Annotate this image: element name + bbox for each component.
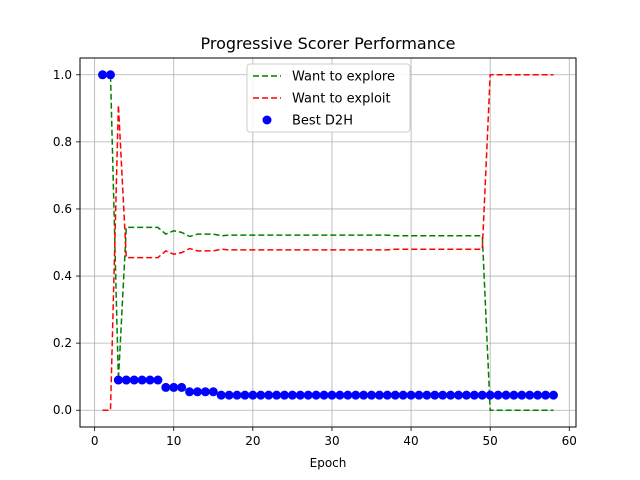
legend-box bbox=[246, 63, 411, 133]
data-point-best-d2h bbox=[509, 390, 519, 400]
series-layer bbox=[98, 70, 558, 411]
y-axis: 0.0 0.2 0.4 0.6 0.8 1.0 bbox=[53, 68, 80, 417]
data-point-best-d2h bbox=[406, 390, 416, 400]
series-line-want-to-explore bbox=[102, 74, 554, 411]
data-point-best-d2h bbox=[279, 390, 289, 400]
data-point-best-d2h bbox=[121, 375, 131, 385]
y-tick-label: 0.8 bbox=[53, 135, 72, 149]
data-point-best-d2h bbox=[390, 390, 400, 400]
data-point-best-d2h bbox=[192, 387, 202, 397]
data-point-best-d2h bbox=[256, 390, 266, 400]
data-point-best-d2h bbox=[414, 390, 424, 400]
data-point-best-d2h bbox=[208, 387, 218, 397]
data-point-best-d2h bbox=[461, 390, 471, 400]
x-tick-label: 40 bbox=[403, 434, 418, 448]
series-line-want-to-exploit bbox=[102, 74, 554, 411]
data-point-best-d2h bbox=[493, 390, 503, 400]
data-point-best-d2h bbox=[446, 390, 456, 400]
x-axis-label: Epoch bbox=[310, 456, 347, 470]
data-point-best-d2h bbox=[295, 390, 305, 400]
y-tick-label: 0.2 bbox=[53, 336, 72, 350]
data-point-best-d2h bbox=[319, 390, 329, 400]
data-point-best-d2h bbox=[161, 382, 171, 392]
data-point-best-d2h bbox=[200, 387, 210, 397]
data-point-best-d2h bbox=[105, 70, 115, 80]
legend-swatch-best-d2h bbox=[262, 115, 272, 125]
x-axis: 0 10 20 30 40 50 60 bbox=[91, 427, 577, 448]
data-point-best-d2h bbox=[145, 375, 155, 385]
data-point-best-d2h bbox=[541, 390, 551, 400]
y-tick-label: 0.0 bbox=[53, 403, 72, 417]
legend-label-best-d2h: Best D2H bbox=[292, 114, 353, 129]
data-point-best-d2h bbox=[430, 390, 440, 400]
y-tick-label: 0.4 bbox=[53, 269, 72, 283]
data-point-best-d2h bbox=[533, 390, 543, 400]
data-point-best-d2h bbox=[438, 390, 448, 400]
data-point-best-d2h bbox=[359, 390, 369, 400]
data-point-best-d2h bbox=[216, 390, 226, 400]
legend: Want to explore Want to exploit Best D2H bbox=[246, 63, 411, 133]
data-point-best-d2h bbox=[374, 390, 384, 400]
data-point-best-d2h bbox=[224, 390, 234, 400]
x-tick-label: 20 bbox=[245, 434, 260, 448]
data-point-best-d2h bbox=[287, 390, 297, 400]
data-point-best-d2h bbox=[185, 387, 195, 397]
y-tick-label: 0.6 bbox=[53, 202, 72, 216]
data-point-best-d2h bbox=[232, 390, 242, 400]
data-point-best-d2h bbox=[517, 390, 527, 400]
data-point-best-d2h bbox=[477, 390, 487, 400]
data-point-best-d2h bbox=[485, 390, 495, 400]
data-point-best-d2h bbox=[454, 390, 464, 400]
data-point-best-d2h bbox=[311, 390, 321, 400]
chart-title: Progressive Scorer Performance bbox=[201, 34, 456, 53]
legend-label-want-to-exploit: Want to exploit bbox=[292, 92, 391, 107]
data-point-best-d2h bbox=[501, 390, 511, 400]
x-tick-label: 10 bbox=[166, 434, 181, 448]
x-tick-label: 50 bbox=[483, 434, 498, 448]
data-point-best-d2h bbox=[548, 390, 558, 400]
x-tick-label: 30 bbox=[324, 434, 339, 448]
data-point-best-d2h bbox=[525, 390, 535, 400]
data-point-best-d2h bbox=[327, 390, 337, 400]
data-point-best-d2h bbox=[98, 70, 108, 80]
data-point-best-d2h bbox=[240, 390, 250, 400]
data-point-best-d2h bbox=[137, 375, 147, 385]
data-point-best-d2h bbox=[469, 390, 479, 400]
legend-label-want-to-explore: Want to explore bbox=[292, 70, 395, 85]
data-point-best-d2h bbox=[113, 375, 123, 385]
data-point-best-d2h bbox=[248, 390, 258, 400]
data-point-best-d2h bbox=[367, 390, 377, 400]
data-point-best-d2h bbox=[272, 390, 282, 400]
data-point-best-d2h bbox=[343, 390, 353, 400]
data-point-best-d2h bbox=[169, 382, 179, 392]
plot-frame bbox=[79, 57, 577, 428]
data-point-best-d2h bbox=[351, 390, 361, 400]
data-point-best-d2h bbox=[398, 390, 408, 400]
data-point-best-d2h bbox=[153, 375, 163, 385]
data-point-best-d2h bbox=[264, 390, 274, 400]
data-point-best-d2h bbox=[129, 375, 139, 385]
x-tick-label: 60 bbox=[562, 434, 577, 448]
data-point-best-d2h bbox=[303, 390, 313, 400]
data-point-best-d2h bbox=[177, 382, 187, 392]
data-point-best-d2h bbox=[422, 390, 432, 400]
y-tick-label: 1.0 bbox=[53, 68, 72, 82]
x-tick-label: 0 bbox=[91, 434, 99, 448]
data-point-best-d2h bbox=[382, 390, 392, 400]
data-point-best-d2h bbox=[335, 390, 345, 400]
